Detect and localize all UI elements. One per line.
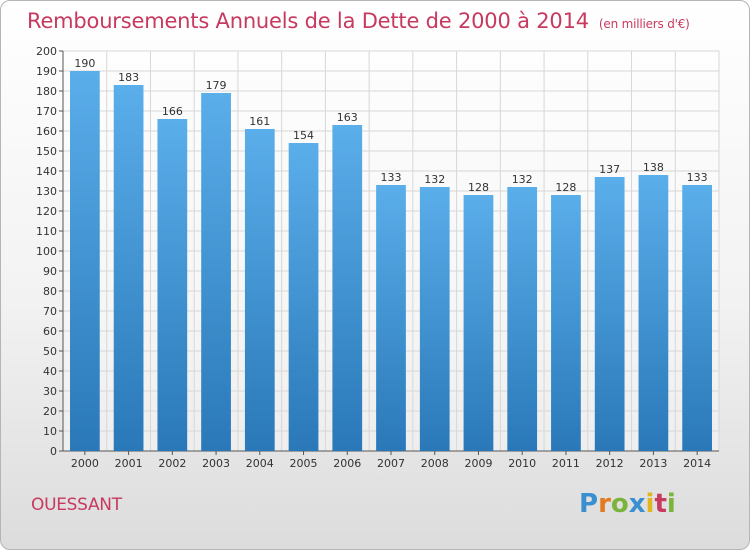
bar-2010 (507, 187, 538, 451)
x-tick-label-2011: 2011 (552, 457, 580, 470)
x-tick-label-2005: 2005 (290, 457, 318, 470)
y-tick-label: 110 (36, 225, 57, 238)
x-tick-label-2002: 2002 (158, 457, 186, 470)
logo-letter: P (579, 489, 599, 519)
logo-letter: i (666, 489, 676, 519)
logo-letter: x (628, 489, 646, 519)
bar-2003 (201, 93, 231, 451)
bar-2014 (682, 185, 713, 451)
x-tick-label-2006: 2006 (333, 457, 361, 470)
value-label-2008: 132 (424, 173, 445, 186)
bar-2009 (463, 195, 494, 451)
value-label-2007: 133 (381, 171, 402, 184)
value-label-2014: 133 (687, 171, 708, 184)
bar-2000 (69, 71, 100, 451)
x-tick-label-2012: 2012 (596, 457, 624, 470)
x-tick-label-2009: 2009 (464, 457, 492, 470)
bar-2001 (113, 85, 144, 451)
y-tick-label: 90 (43, 265, 57, 278)
x-tick-label-2003: 2003 (202, 457, 230, 470)
bar-2011 (551, 195, 581, 451)
x-tick-label-2004: 2004 (246, 457, 274, 470)
chart-title: Remboursements Annuels de la Dette de 20… (27, 9, 690, 33)
x-tick-label-2001: 2001 (115, 457, 143, 470)
bar-2005 (288, 143, 319, 451)
y-tick-label: 200 (36, 45, 57, 58)
chart-title-text: Remboursements Annuels de la Dette de 20… (27, 9, 589, 33)
x-tick-label-2007: 2007 (377, 457, 405, 470)
value-label-2012: 137 (599, 163, 620, 176)
bar-2007 (376, 185, 406, 451)
y-tick-label: 30 (43, 385, 57, 398)
y-tick-label: 180 (36, 85, 57, 98)
value-label-2000: 190 (74, 57, 95, 70)
commune-name: OUESSANT (31, 495, 122, 515)
value-label-2010: 132 (512, 173, 533, 186)
value-labels: 190 183 166 179 161 154 163 133 132 128 132 128 137 1… (74, 57, 707, 194)
value-label-2004: 161 (249, 115, 270, 128)
value-label-2002: 166 (162, 105, 183, 118)
y-tick-label: 20 (43, 405, 57, 418)
proxiti-logo: Proxiti (579, 489, 676, 519)
y-tick-label: 40 (43, 365, 57, 378)
value-label-2001: 183 (118, 71, 139, 84)
y-tick-label: 140 (36, 165, 57, 178)
value-label-2009: 128 (468, 181, 489, 194)
bar-2006 (332, 125, 363, 451)
bar-2004 (244, 129, 275, 451)
y-tick-label: 10 (43, 425, 57, 438)
x-tick-label-2008: 2008 (421, 457, 449, 470)
y-tick-label: 150 (36, 145, 57, 158)
bar-2002 (157, 119, 188, 451)
y-tick-label: 0 (50, 445, 57, 458)
value-label-2005: 154 (293, 129, 314, 142)
value-label-2013: 138 (643, 161, 664, 174)
value-label-2011: 128 (555, 181, 576, 194)
y-tick-label: 190 (36, 65, 57, 78)
y-tick-label: 160 (36, 125, 57, 138)
y-tick-label: 170 (36, 105, 57, 118)
bar-2008 (419, 187, 450, 451)
logo-letter: i (645, 489, 655, 519)
x-tick-label-2014: 2014 (683, 457, 711, 470)
x-tick-label-2010: 2010 (508, 457, 536, 470)
bars (69, 71, 713, 451)
bar-2012 (594, 177, 625, 451)
y-tick-label: 70 (43, 305, 57, 318)
y-tick-label: 130 (36, 185, 57, 198)
y-tick-label: 80 (43, 285, 57, 298)
y-tick-label: 120 (36, 205, 57, 218)
logo-letter: o (610, 489, 629, 519)
y-tick-label: 60 (43, 325, 57, 338)
value-label-2003: 179 (206, 79, 227, 92)
y-tick-label: 50 (43, 345, 57, 358)
logo-letter: t (654, 489, 667, 519)
chart-subtitle: (en milliers d'€) (598, 17, 690, 31)
logo-letter: r (598, 489, 611, 519)
x-tick-label-2000: 2000 (71, 457, 99, 470)
bar-2013 (638, 175, 669, 451)
x-tick-label-2013: 2013 (639, 457, 667, 470)
value-label-2006: 163 (337, 111, 358, 124)
y-tick-label: 100 (36, 245, 57, 258)
